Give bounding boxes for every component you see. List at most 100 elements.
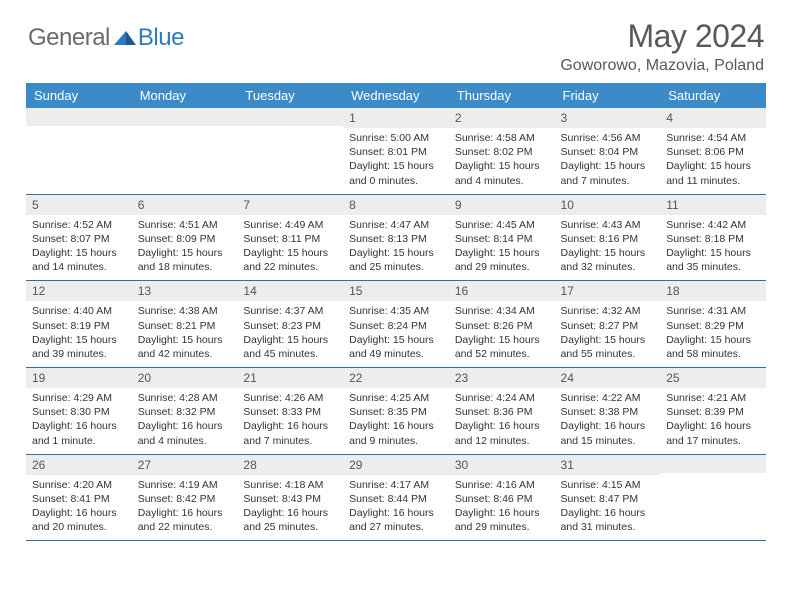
sunrise-text: Sunrise: 4:42 AM (666, 218, 760, 232)
daylight-text: Daylight: 15 hours and 11 minutes. (666, 159, 760, 187)
calendar-day-cell: 2Sunrise: 4:58 AMSunset: 8:02 PMDaylight… (449, 108, 555, 194)
calendar-day-cell: 8Sunrise: 4:47 AMSunset: 8:13 PMDaylight… (343, 194, 449, 281)
logo: General Blue (28, 18, 184, 52)
daylight-text: Daylight: 16 hours and 25 minutes. (243, 506, 337, 534)
page-header: General Blue May 2024 Goworowo, Mazovia,… (0, 0, 792, 83)
day-number: 12 (26, 281, 132, 301)
day-details: Sunrise: 4:26 AMSunset: 8:33 PMDaylight:… (237, 388, 343, 454)
sunset-text: Sunset: 8:16 PM (561, 232, 655, 246)
calendar-day-cell (132, 108, 238, 194)
daylight-text: Daylight: 16 hours and 29 minutes. (455, 506, 549, 534)
calendar-week-row: 19Sunrise: 4:29 AMSunset: 8:30 PMDayligh… (26, 368, 766, 455)
day-number: 23 (449, 368, 555, 388)
calendar-day-cell: 3Sunrise: 4:56 AMSunset: 8:04 PMDaylight… (555, 108, 661, 194)
day-number: 8 (343, 195, 449, 215)
sunrise-text: Sunrise: 4:20 AM (32, 478, 126, 492)
sunrise-text: Sunrise: 4:34 AM (455, 304, 549, 318)
sunset-text: Sunset: 8:33 PM (243, 405, 337, 419)
day-details: Sunrise: 4:43 AMSunset: 8:16 PMDaylight:… (555, 215, 661, 281)
calendar-day-cell: 24Sunrise: 4:22 AMSunset: 8:38 PMDayligh… (555, 368, 661, 455)
sunrise-text: Sunrise: 4:56 AM (561, 131, 655, 145)
sunrise-text: Sunrise: 4:22 AM (561, 391, 655, 405)
day-number: 27 (132, 455, 238, 475)
daylight-text: Daylight: 16 hours and 15 minutes. (561, 419, 655, 447)
day-details: Sunrise: 4:21 AMSunset: 8:39 PMDaylight:… (660, 388, 766, 454)
calendar-day-cell: 13Sunrise: 4:38 AMSunset: 8:21 PMDayligh… (132, 281, 238, 368)
daylight-text: Daylight: 16 hours and 22 minutes. (138, 506, 232, 534)
day-number: 21 (237, 368, 343, 388)
sunset-text: Sunset: 8:09 PM (138, 232, 232, 246)
calendar-table: SundayMondayTuesdayWednesdayThursdayFrid… (26, 83, 766, 541)
day-number: 18 (660, 281, 766, 301)
day-number: 3 (555, 108, 661, 128)
calendar-day-cell: 9Sunrise: 4:45 AMSunset: 8:14 PMDaylight… (449, 194, 555, 281)
daylight-text: Daylight: 15 hours and 0 minutes. (349, 159, 443, 187)
daylight-text: Daylight: 16 hours and 1 minute. (32, 419, 126, 447)
sunset-text: Sunset: 8:30 PM (32, 405, 126, 419)
sunset-text: Sunset: 8:01 PM (349, 145, 443, 159)
sunrise-text: Sunrise: 4:26 AM (243, 391, 337, 405)
day-number (132, 108, 238, 126)
sunrise-text: Sunrise: 4:16 AM (455, 478, 549, 492)
day-number: 31 (555, 455, 661, 475)
day-details: Sunrise: 5:00 AMSunset: 8:01 PMDaylight:… (343, 128, 449, 194)
sunset-text: Sunset: 8:06 PM (666, 145, 760, 159)
calendar-day-cell: 5Sunrise: 4:52 AMSunset: 8:07 PMDaylight… (26, 194, 132, 281)
sunset-text: Sunset: 8:39 PM (666, 405, 760, 419)
day-details: Sunrise: 4:16 AMSunset: 8:46 PMDaylight:… (449, 475, 555, 541)
day-details: Sunrise: 4:58 AMSunset: 8:02 PMDaylight:… (449, 128, 555, 194)
day-number: 13 (132, 281, 238, 301)
calendar-day-cell: 21Sunrise: 4:26 AMSunset: 8:33 PMDayligh… (237, 368, 343, 455)
sunset-text: Sunset: 8:38 PM (561, 405, 655, 419)
calendar-container: SundayMondayTuesdayWednesdayThursdayFrid… (0, 83, 792, 541)
daylight-text: Daylight: 15 hours and 29 minutes. (455, 246, 549, 274)
calendar-day-cell: 11Sunrise: 4:42 AMSunset: 8:18 PMDayligh… (660, 194, 766, 281)
daylight-text: Daylight: 15 hours and 45 minutes. (243, 333, 337, 361)
day-details: Sunrise: 4:28 AMSunset: 8:32 PMDaylight:… (132, 388, 238, 454)
day-number: 19 (26, 368, 132, 388)
sunrise-text: Sunrise: 4:32 AM (561, 304, 655, 318)
day-details: Sunrise: 4:47 AMSunset: 8:13 PMDaylight:… (343, 215, 449, 281)
calendar-day-cell: 27Sunrise: 4:19 AMSunset: 8:42 PMDayligh… (132, 454, 238, 541)
calendar-day-cell: 6Sunrise: 4:51 AMSunset: 8:09 PMDaylight… (132, 194, 238, 281)
sunrise-text: Sunrise: 4:51 AM (138, 218, 232, 232)
weekday-header: Tuesday (237, 83, 343, 108)
weekday-header: Friday (555, 83, 661, 108)
calendar-day-cell: 17Sunrise: 4:32 AMSunset: 8:27 PMDayligh… (555, 281, 661, 368)
calendar-week-row: 5Sunrise: 4:52 AMSunset: 8:07 PMDaylight… (26, 194, 766, 281)
calendar-day-cell: 1Sunrise: 5:00 AMSunset: 8:01 PMDaylight… (343, 108, 449, 194)
weekday-header: Wednesday (343, 83, 449, 108)
calendar-day-cell: 22Sunrise: 4:25 AMSunset: 8:35 PMDayligh… (343, 368, 449, 455)
sunrise-text: Sunrise: 4:18 AM (243, 478, 337, 492)
calendar-day-cell: 30Sunrise: 4:16 AMSunset: 8:46 PMDayligh… (449, 454, 555, 541)
day-number: 2 (449, 108, 555, 128)
day-details: Sunrise: 4:34 AMSunset: 8:26 PMDaylight:… (449, 301, 555, 367)
day-number: 16 (449, 281, 555, 301)
day-number (26, 108, 132, 126)
day-details: Sunrise: 4:42 AMSunset: 8:18 PMDaylight:… (660, 215, 766, 281)
daylight-text: Daylight: 15 hours and 39 minutes. (32, 333, 126, 361)
calendar-day-cell: 26Sunrise: 4:20 AMSunset: 8:41 PMDayligh… (26, 454, 132, 541)
day-number: 26 (26, 455, 132, 475)
day-details (26, 126, 132, 184)
day-number: 11 (660, 195, 766, 215)
sunset-text: Sunset: 8:18 PM (666, 232, 760, 246)
day-number: 7 (237, 195, 343, 215)
logo-text-general: General (28, 24, 110, 52)
day-details: Sunrise: 4:52 AMSunset: 8:07 PMDaylight:… (26, 215, 132, 281)
sunset-text: Sunset: 8:42 PM (138, 492, 232, 506)
sunrise-text: Sunrise: 4:45 AM (455, 218, 549, 232)
calendar-week-row: 12Sunrise: 4:40 AMSunset: 8:19 PMDayligh… (26, 281, 766, 368)
logo-text-blue: Blue (138, 24, 184, 52)
sunset-text: Sunset: 8:29 PM (666, 319, 760, 333)
daylight-text: Daylight: 15 hours and 49 minutes. (349, 333, 443, 361)
sunrise-text: Sunrise: 5:00 AM (349, 131, 443, 145)
daylight-text: Daylight: 15 hours and 55 minutes. (561, 333, 655, 361)
day-details: Sunrise: 4:45 AMSunset: 8:14 PMDaylight:… (449, 215, 555, 281)
day-number: 30 (449, 455, 555, 475)
calendar-day-cell: 20Sunrise: 4:28 AMSunset: 8:32 PMDayligh… (132, 368, 238, 455)
sunset-text: Sunset: 8:14 PM (455, 232, 549, 246)
day-details: Sunrise: 4:56 AMSunset: 8:04 PMDaylight:… (555, 128, 661, 194)
calendar-day-cell: 7Sunrise: 4:49 AMSunset: 8:11 PMDaylight… (237, 194, 343, 281)
daylight-text: Daylight: 16 hours and 31 minutes. (561, 506, 655, 534)
